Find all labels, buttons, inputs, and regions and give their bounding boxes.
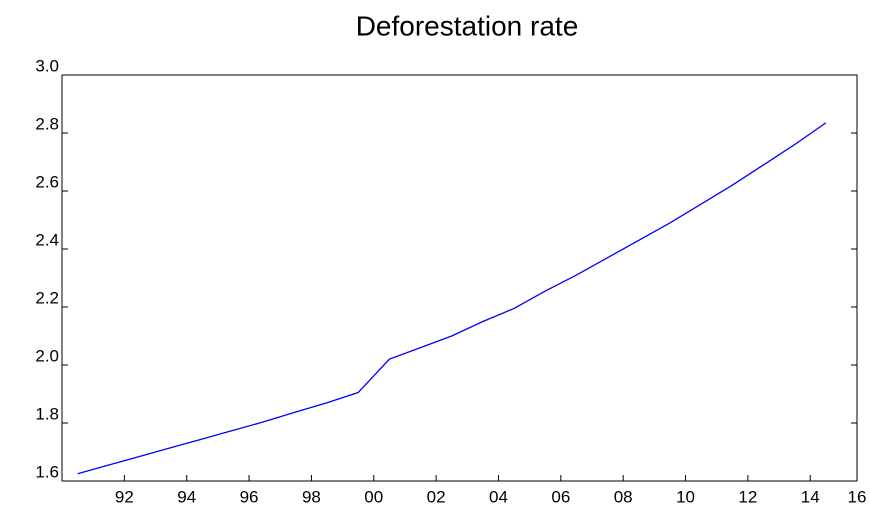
x-tick-label: 06: [551, 487, 570, 506]
y-tick-label: 3.0: [35, 56, 59, 75]
y-tick-label: 2.0: [35, 346, 59, 365]
data-line: [77, 122, 827, 475]
x-tick-label: 16: [848, 487, 867, 506]
x-tick-label: 98: [302, 487, 321, 506]
chart-title: Deforestation rate: [356, 10, 579, 41]
y-tick-label: 1.8: [35, 404, 59, 423]
x-tick-label: 10: [676, 487, 695, 506]
x-tick-label: 02: [427, 487, 446, 506]
plot-frame: [61, 74, 858, 482]
x-tick-label: 14: [801, 487, 820, 506]
y-tick-label: 2.4: [35, 230, 59, 249]
x-tick-label: 92: [115, 487, 134, 506]
x-tick-label: 12: [738, 487, 757, 506]
x-tick-label: 00: [364, 487, 383, 506]
x-tick-label: 04: [489, 487, 508, 506]
x-tick-label: 08: [614, 487, 633, 506]
x-tick-label: 96: [240, 487, 259, 506]
y-tick-label: 2.8: [35, 114, 59, 133]
y-tick-label: 2.2: [35, 288, 59, 307]
y-tick-label: 1.6: [35, 462, 59, 481]
x-tick-label: 94: [177, 487, 196, 506]
y-tick-label: 2.6: [35, 172, 59, 191]
